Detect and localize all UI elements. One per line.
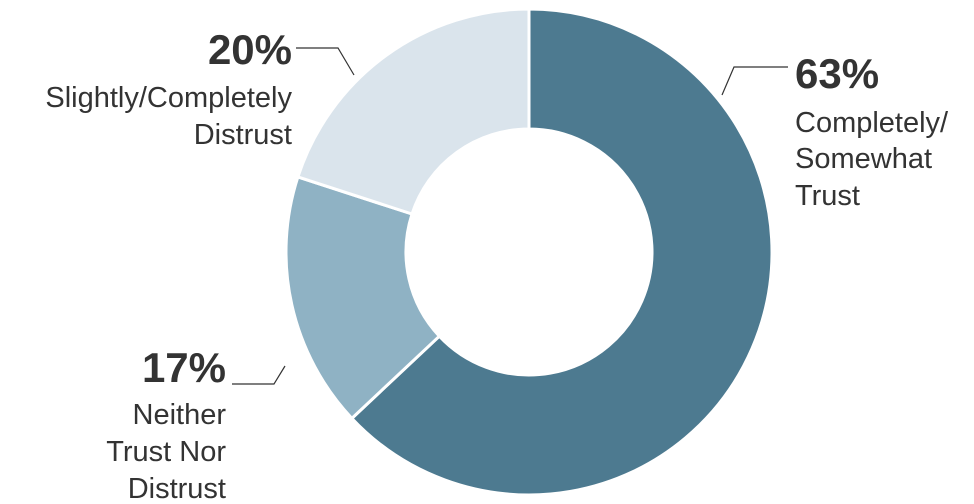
slice-category-label-neither-line3: Distrust: [128, 473, 226, 504]
leader-line-distrust: [296, 47, 355, 76]
donut-slice-trust: [350, 7, 774, 497]
leader-line-neither: [232, 365, 286, 385]
donut-slices: [284, 7, 774, 497]
slice-category-label-trust-line2: Somewhat: [795, 143, 932, 175]
slice-value-label-distrust: 20%: [208, 26, 292, 73]
donut-slice-distrust: [296, 7, 531, 216]
slice-category-label-trust-line1: Completely/: [795, 107, 949, 139]
slice-category-label-distrust-line1: Slightly/Completely: [45, 82, 292, 114]
slice-category-label-distrust-line2: Distrust: [194, 119, 292, 151]
donut-slice-neither: [284, 175, 441, 420]
slice-value-label-trust: 63%: [795, 50, 879, 97]
slice-category-label-neither-line2: Trust Nor: [106, 436, 226, 468]
slice-value-label-neither: 17%: [142, 344, 226, 391]
leader-line-trust: [721, 66, 788, 96]
slice-category-label-neither-line1: Neither: [133, 399, 227, 431]
slice-category-label-trust-line3: Trust: [795, 180, 860, 212]
